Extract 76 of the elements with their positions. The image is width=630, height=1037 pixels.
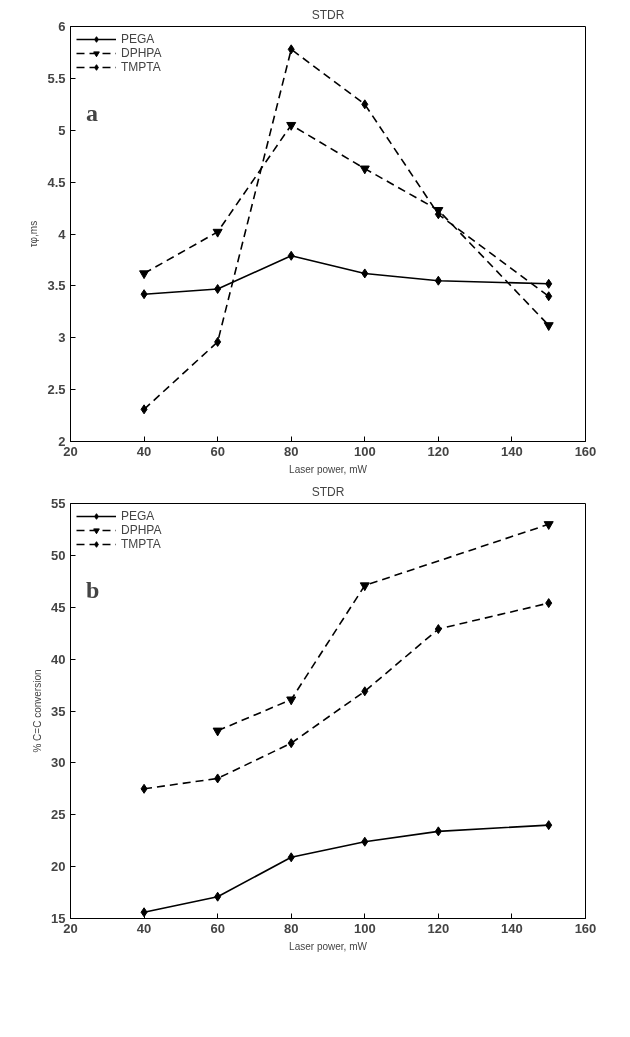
y-axis-title: τφ,ms: [28, 220, 40, 248]
legend-label: TMPTA: [121, 60, 161, 74]
point: [545, 598, 553, 609]
y-tick-label: 20: [51, 859, 66, 875]
x-axis-title: Laser power, mW: [289, 463, 368, 475]
point: [434, 275, 442, 286]
point: [287, 852, 295, 863]
y-tick-label: 6: [58, 19, 66, 34]
x-tick-label: 60: [210, 920, 225, 936]
point: [287, 250, 295, 261]
point: [212, 727, 223, 737]
point: [214, 283, 222, 294]
point: [140, 907, 148, 918]
y-tick-label: 55: [51, 496, 66, 511]
y-tick-label: 4.5: [47, 174, 66, 190]
legend-label: PEGA: [121, 509, 155, 523]
legend-label: DPHPA: [121, 523, 162, 537]
point: [434, 826, 442, 837]
point: [361, 836, 369, 847]
point: [140, 289, 148, 300]
x-tick-label: 40: [136, 920, 152, 936]
x-tick-label: 80: [283, 920, 299, 936]
x-tick-label: 160: [574, 920, 597, 936]
y-tick-label: 3: [58, 330, 66, 346]
y-tick-label: 45: [51, 599, 66, 615]
point: [359, 582, 370, 592]
y-tick-label: 40: [51, 651, 66, 667]
point: [543, 322, 554, 331]
point: [361, 268, 369, 279]
point: [214, 891, 222, 902]
y-tick-label: 25: [51, 807, 66, 823]
x-tick-label: 120: [427, 443, 450, 459]
x-tick-label: 80: [283, 443, 299, 459]
x-axis-title: Laser power, mW: [289, 940, 368, 952]
point: [140, 404, 148, 415]
x-tick-label: 140: [501, 920, 523, 936]
point: [214, 773, 222, 784]
point: [140, 783, 148, 794]
y-tick-label: 5: [58, 122, 66, 138]
y-axis-title: % C=C conversion: [32, 669, 44, 753]
x-tick-label: 100: [353, 920, 376, 936]
point: [286, 121, 297, 131]
point: [543, 521, 554, 530]
y-tick-label: 5.5: [47, 70, 66, 86]
legend-label: DPHPA: [121, 46, 162, 60]
point: [287, 738, 295, 749]
y-tick-label: 30: [51, 755, 66, 771]
y-tick-label: 35: [51, 703, 66, 719]
point: [286, 696, 297, 706]
y-tick-label: 50: [51, 547, 66, 563]
point: [139, 270, 150, 280]
point: [434, 624, 442, 635]
point: [361, 99, 369, 110]
legend-label: TMPTA: [121, 537, 161, 551]
legend-label: PEGA: [121, 32, 155, 46]
annotation: b: [85, 577, 100, 604]
point: [545, 820, 553, 831]
x-tick-label: 100: [353, 443, 376, 459]
point: [214, 336, 222, 347]
x-tick-label: 160: [574, 443, 597, 459]
point: [359, 165, 370, 175]
annotation: a: [85, 100, 98, 127]
x-tick-label: 60: [210, 443, 225, 459]
y-tick-label: 4: [58, 226, 67, 242]
x-tick-label: 120: [427, 920, 450, 936]
y-tick-label: 2.5: [47, 382, 66, 398]
point: [287, 44, 295, 55]
point: [212, 228, 223, 238]
point: [545, 291, 553, 302]
chart-title: STDR: [311, 7, 345, 22]
chart-title: STDR: [311, 484, 345, 499]
point: [545, 278, 553, 289]
point: [361, 686, 369, 697]
x-tick-label: 140: [501, 443, 523, 459]
x-tick-label: 40: [136, 443, 152, 459]
y-tick-label: 3.5: [47, 278, 66, 294]
